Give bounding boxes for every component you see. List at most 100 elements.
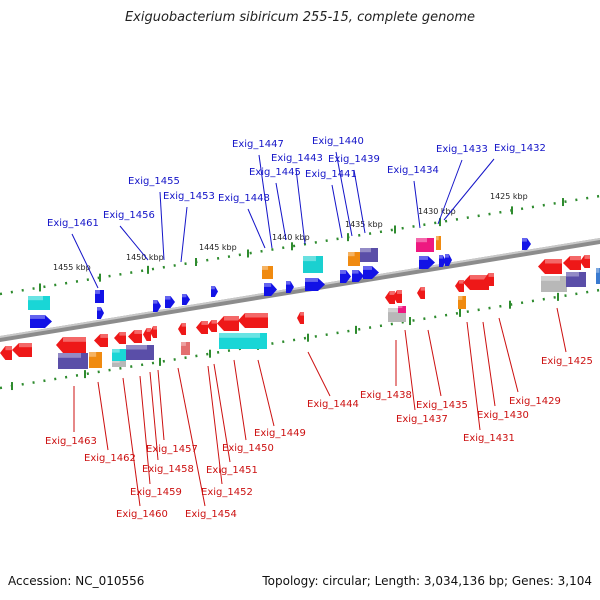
gene-feature: [264, 283, 277, 296]
scale-label: 1425 kbp: [490, 192, 528, 201]
gene-label: Exig_1452: [201, 487, 253, 498]
gene-gray: [112, 361, 126, 367]
leader-line: [180, 206, 188, 263]
gene-label: Exig_1451: [206, 465, 258, 476]
figure-title: Exiguobacterium sibiricum 255-15, comple…: [124, 10, 476, 25]
gene-label: Exig_1440: [312, 136, 364, 147]
leader-line: [556, 307, 567, 353]
gene-feature: [352, 270, 364, 282]
gene-feature: [580, 255, 590, 268]
gene-feature: [439, 255, 446, 267]
gene-label: Exig_1444: [307, 399, 359, 410]
gene-purple: [360, 248, 378, 262]
gene-label: Exig_1425: [541, 356, 593, 367]
gene-feature: [563, 256, 581, 270]
leader-line: [207, 365, 223, 485]
gene-feature: [165, 296, 175, 308]
gene-feature: [538, 259, 562, 274]
minus-strand-genes: [0, 255, 590, 369]
gene-feature: [393, 290, 402, 303]
leader-line: [247, 208, 266, 249]
gene-cyan: [112, 349, 126, 361]
gene-feature: [340, 270, 351, 283]
gene-cyan: [303, 256, 323, 273]
gene-label: Exig_1445: [249, 167, 301, 178]
scale-label: 1445 kbp: [199, 243, 237, 252]
leader-line: [413, 180, 421, 229]
scale-label: 1450 kbp: [126, 253, 164, 262]
gene-magenta: [416, 238, 434, 252]
leader-line: [295, 168, 306, 245]
leader-line: [97, 381, 109, 451]
gene-feature: [463, 275, 489, 290]
accession-text: Accession: NC_010556: [8, 574, 145, 588]
gene-feature: [417, 287, 425, 299]
leader-line: [157, 369, 165, 441]
gene-label: Exig_1439: [328, 154, 380, 165]
leader-line: [466, 321, 481, 431]
gene-orange: [348, 252, 360, 266]
leader-line: [427, 329, 442, 397]
label-leader-lines: [71, 151, 567, 507]
leader-line: [443, 158, 495, 221]
gene-label: Exig_1434: [387, 165, 439, 176]
gene-cyan: [28, 296, 50, 310]
gene-edge: [596, 268, 600, 284]
gene-label: Exig_1437: [396, 414, 448, 425]
gene-label: Exig_1448: [218, 193, 270, 204]
leader-line: [258, 154, 273, 249]
gene-feature: [217, 316, 239, 331]
gene-feature: [30, 315, 52, 328]
gene-label: Exig_1431: [463, 433, 515, 444]
gene-label: Exig_1441: [305, 169, 357, 180]
gene-orange: [458, 296, 466, 309]
gene-feature: [94, 334, 108, 347]
leader-line: [307, 351, 331, 397]
leader-line: [335, 151, 353, 237]
gene-feature: [114, 332, 126, 344]
scale-label: 1455 kbp: [53, 263, 91, 272]
gene-label: Exig_1455: [128, 176, 180, 187]
scale-label: 1440 kbp: [272, 233, 310, 242]
genome-summary-text: Topology: circular; Length: 3,034,136 bp…: [262, 574, 592, 588]
gene-feature: [207, 320, 217, 332]
leader-line: [498, 317, 519, 393]
gene-feature: [0, 346, 12, 360]
gene-label: Exig_1463: [45, 436, 97, 447]
gene-feature: [363, 266, 379, 279]
leader-line: [139, 375, 151, 485]
gene-feature: [128, 330, 142, 343]
gene-salmon: [181, 342, 190, 355]
gene-label: Exig_1432: [494, 143, 546, 154]
gene-feature: [12, 343, 32, 357]
gene-feature: [150, 326, 157, 338]
leader-line: [233, 359, 247, 441]
gene-feature: [305, 278, 325, 291]
gene-label: Exig_1438: [360, 390, 412, 401]
leader-line: [71, 233, 99, 289]
gene-cyan: [219, 333, 267, 349]
gene-purple: [126, 345, 154, 360]
gene-feature: [385, 291, 395, 304]
gene-label: Exig_1450: [222, 443, 274, 454]
gene-magenta: [398, 306, 406, 313]
gene-label: Exig_1449: [254, 428, 306, 439]
gene-feature: [143, 328, 151, 341]
gene-label: Exig_1458: [142, 464, 194, 475]
scale-track-lower: [0, 288, 600, 390]
gene-label: Exig_1459: [130, 487, 182, 498]
gene-label: Exig_1457: [146, 444, 198, 455]
gene-label: Exig_1460: [116, 509, 168, 520]
gene-feature: [97, 307, 104, 319]
gene-label: Exig_1462: [84, 453, 136, 464]
gene-feature: [153, 300, 161, 312]
leader-line: [177, 367, 206, 507]
leader-line: [353, 169, 366, 234]
leader-line: [257, 359, 275, 427]
scale-label: 1430 kbp: [418, 207, 456, 216]
gene-feature: [95, 290, 104, 303]
gene-feature: [286, 281, 294, 293]
gene-purple: [58, 353, 88, 369]
